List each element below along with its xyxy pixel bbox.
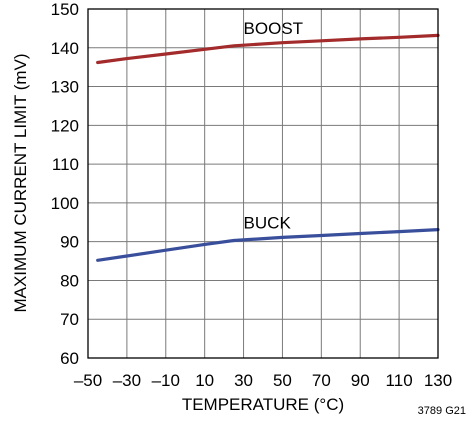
- x-tick-label: –10: [152, 371, 180, 390]
- x-tick-label: –50: [74, 371, 102, 390]
- series-layer: [96, 33, 440, 262]
- figure-id: 3789 G21: [418, 405, 466, 417]
- series-label-boost: BOOST: [244, 19, 304, 38]
- series-line-boost: [96, 33, 440, 65]
- x-tick-label: 30: [234, 371, 253, 390]
- y-tick-label: 90: [60, 233, 79, 252]
- grid: [88, 9, 438, 358]
- y-tick-label: 120: [51, 116, 79, 135]
- series-line-buck: [96, 228, 440, 262]
- x-tick-label: 10: [195, 371, 214, 390]
- series-label-buck: BUCK: [244, 214, 292, 233]
- y-axis-title: MAXIMUM CURRENT LIMIT (mV): [11, 53, 30, 312]
- y-tick-label: 70: [60, 310, 79, 329]
- y-tick-label: 140: [51, 39, 79, 58]
- x-tick-label: 110: [386, 371, 413, 390]
- tick-labels: –50 –30 –10 10 30 50 70 90 110 130 60 70 80 90 100 110 1…: [51, 0, 453, 390]
- y-tick-label: 80: [60, 271, 79, 290]
- plot-frame: [87, 8, 439, 359]
- y-tick-label: 60: [60, 349, 79, 368]
- x-axis-title: TEMPERATURE (°C): [182, 395, 344, 414]
- x-tick-label: 90: [351, 371, 370, 390]
- x-tick-label: 70: [312, 371, 331, 390]
- y-tick-label: 110: [52, 155, 79, 174]
- series-labels: BOOST BUCK: [244, 19, 304, 233]
- y-tick-label: 100: [51, 194, 79, 213]
- y-tick-label: 150: [51, 0, 79, 19]
- x-tick-label: 130: [424, 371, 452, 390]
- y-tick-label: 130: [51, 78, 79, 97]
- x-tick-label: –30: [113, 371, 141, 390]
- x-tick-label: 50: [273, 371, 292, 390]
